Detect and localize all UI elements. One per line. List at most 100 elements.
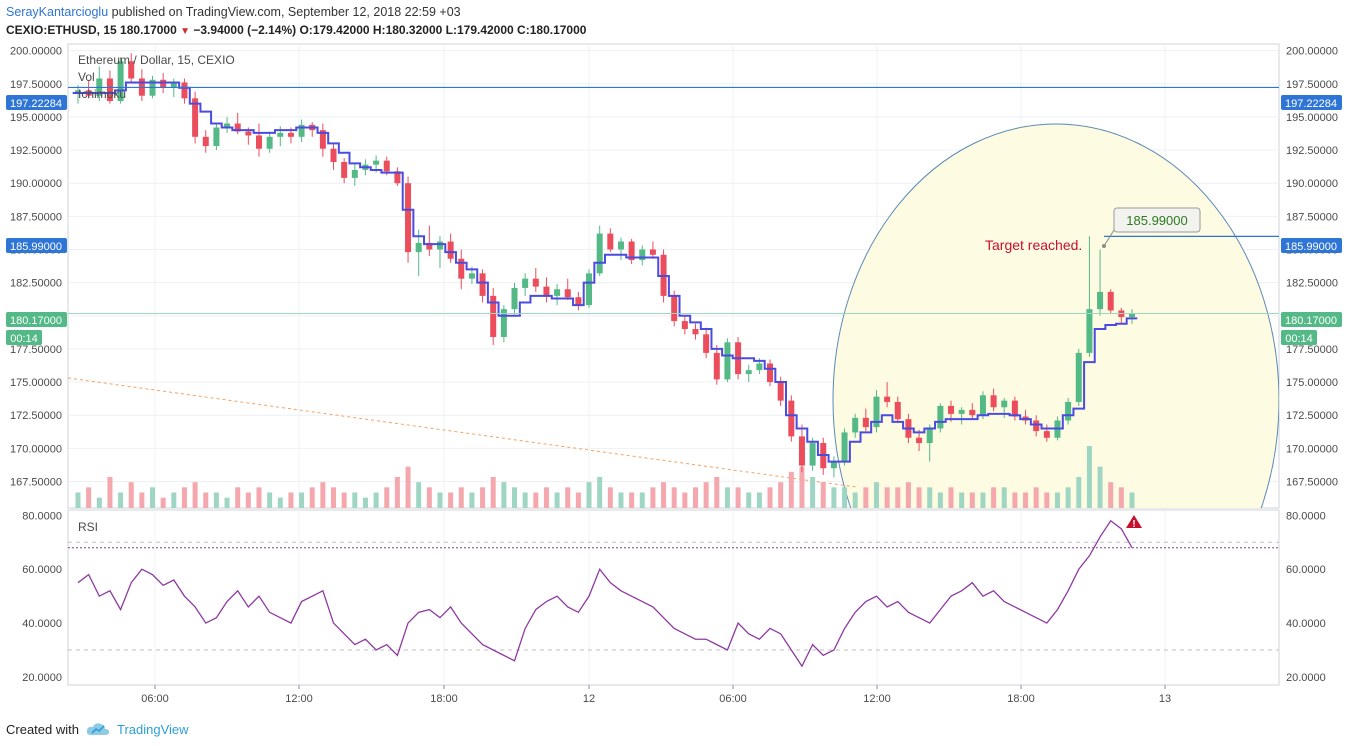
volume-bar [682, 492, 688, 508]
candle-body [1086, 309, 1093, 353]
volume-bar [639, 492, 645, 508]
volume-bar [969, 492, 975, 508]
time-tick-label: 12:00 [285, 693, 313, 705]
volume-bar [362, 497, 368, 508]
author-link[interactable]: SerayKantarcioglu [6, 5, 109, 19]
volume-bar [192, 482, 198, 508]
candle-body [1107, 291, 1114, 311]
badge-left-last [6, 312, 67, 327]
ichimoku-legend: Ichimoku [78, 87, 126, 101]
candle-body [703, 334, 710, 353]
candle-body [979, 395, 986, 416]
rsi-alert-icon[interactable]: ! [1126, 515, 1142, 530]
candle-body [777, 382, 784, 401]
publish-line: SerayKantarcioglu published on TradingVi… [6, 3, 1336, 21]
volume-bar [203, 492, 209, 508]
candle-body [202, 136, 209, 147]
candle-body [1001, 400, 1008, 408]
volume-bar [1129, 492, 1135, 508]
candle-body [1043, 431, 1050, 438]
volume-bar [575, 492, 581, 508]
price-tick-label: 195.00000 [1286, 112, 1338, 124]
price-tick-label: 175.00000 [10, 377, 62, 389]
volume-bar [895, 487, 901, 508]
volume-bar [586, 482, 592, 508]
badge-right-countdown [1281, 330, 1317, 345]
badge-right-target [1281, 238, 1342, 253]
tradingview-link[interactable]: TradingView [116, 721, 189, 737]
volume-bar [948, 487, 954, 508]
candle-body [990, 395, 997, 408]
ohlc-line: CEXIO:ETHUSD, 15 180.17000 ▼ −3.94000 (−… [6, 21, 1336, 41]
volume-bar [905, 482, 911, 508]
price-tick-label: 167.50000 [1286, 476, 1338, 488]
volume-bar [1054, 492, 1060, 508]
badge-left-resistance [6, 95, 67, 110]
candle-body [468, 273, 475, 279]
price-tick-label: 190.00000 [10, 178, 62, 190]
volume-bar [650, 487, 656, 508]
badge-right-resistance-text: 197.22284 [1285, 98, 1337, 110]
candle-body [1011, 400, 1018, 417]
volume-bar [118, 492, 124, 508]
trend-line[interactable] [67, 377, 857, 488]
candle-body [862, 417, 869, 428]
chart-header: SerayKantarcioglu published on TradingVi… [6, 3, 1336, 43]
candle-body [916, 437, 923, 444]
volume-bar [75, 492, 81, 508]
volume-bar [245, 492, 251, 508]
price-tick-label: 172.50000 [10, 410, 62, 422]
badge-right-resistance [1281, 95, 1342, 110]
target-callout-box[interactable] [1113, 207, 1201, 233]
rsi-pane[interactable] [67, 509, 1280, 686]
badge-left-target-text: 185.99000 [10, 241, 62, 253]
candle-body [852, 417, 859, 433]
price-tick-label: 190.00000 [1286, 178, 1338, 190]
volume-bar [746, 492, 752, 508]
volume-bar [480, 487, 486, 508]
time-tick-label: 06:00 [141, 693, 169, 705]
rsi-tick-label: 40.0000 [1286, 618, 1326, 630]
candle-body [564, 289, 571, 298]
candle-body [341, 161, 348, 178]
volume-bar [1108, 482, 1114, 508]
candle-body [405, 183, 412, 253]
volume-bar [288, 492, 294, 508]
volume-bars [75, 446, 1135, 508]
volume-bar [863, 487, 869, 508]
volume-bar [788, 471, 794, 508]
volume-bar [756, 492, 762, 508]
volume-bar [991, 487, 997, 508]
volume-bar [224, 497, 230, 508]
price-tick-label: 197.50000 [1286, 79, 1338, 91]
candle-body [532, 278, 539, 287]
candle-body [649, 249, 656, 255]
volume-bar [543, 487, 549, 508]
candle-body [628, 241, 635, 261]
price-tick-label: 187.50000 [1286, 211, 1338, 223]
low-label: L: [445, 23, 457, 37]
badge-left-countdown [6, 330, 42, 345]
badge-right-last-text: 180.17000 [1285, 315, 1337, 327]
volume-bar [235, 487, 241, 508]
volume-bar [671, 487, 677, 508]
candle-body [1129, 313, 1135, 318]
badge-right-target-text: 185.99000 [1285, 241, 1337, 253]
time-tick-label: 12:00 [863, 693, 891, 705]
rsi-bands [68, 541, 1279, 651]
badge-left-last-text: 180.17000 [10, 315, 62, 327]
volume-bar [522, 492, 528, 508]
volume-bar [256, 487, 262, 508]
volume-bar [724, 487, 730, 508]
down-arrow-icon: ▼ [180, 26, 191, 37]
candle-body [884, 396, 891, 402]
rsi-line [77, 519, 1133, 668]
volume-bar [959, 492, 965, 508]
candle-body [671, 295, 678, 322]
volume-bar [692, 487, 698, 508]
rsi-tick-label: 80.0000 [1286, 510, 1326, 522]
badge-right-countdown-text: 00:14 [1285, 333, 1313, 345]
volume-bar [1086, 446, 1092, 508]
volume-bar [629, 492, 635, 508]
